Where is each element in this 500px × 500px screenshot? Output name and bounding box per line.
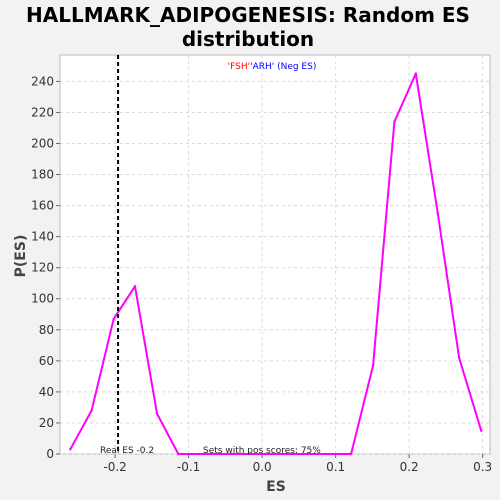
data-point <box>328 452 331 456</box>
x-axis-title: ES <box>266 479 286 495</box>
series-layer <box>69 72 483 456</box>
y-tick-label: 20 <box>39 416 54 430</box>
data-point <box>371 364 375 367</box>
x-tick-label: 0.3 <box>473 460 492 474</box>
x-tick-label: -0.1 <box>177 460 200 474</box>
data-point <box>198 452 201 456</box>
data-point <box>285 452 288 456</box>
y-tick-label: 200 <box>31 136 54 150</box>
real-es-label: Real ES -0.2 <box>100 446 154 456</box>
distribution-line <box>69 72 483 455</box>
data-point <box>479 429 483 432</box>
x-tick-label: 0.0 <box>253 460 272 474</box>
legend-label-part1: 'FSH' <box>228 62 250 72</box>
y-tick-label: 160 <box>31 199 54 213</box>
plot-area <box>59 54 491 455</box>
x-tick-label: 0.2 <box>400 460 419 474</box>
data-point <box>349 452 353 456</box>
data-point <box>177 452 180 456</box>
y-tick-label: 60 <box>39 354 54 368</box>
data-point <box>69 448 72 451</box>
y-tick-label: 240 <box>31 74 54 88</box>
data-point <box>306 452 309 456</box>
data-point <box>414 72 417 75</box>
y-tick-label: 140 <box>31 230 54 244</box>
y-tick-label: 220 <box>31 105 54 119</box>
data-point <box>112 317 115 321</box>
pos-scores-label: Sets with pos scores: 75% <box>203 446 321 456</box>
legend-label: 'FSH''ARH' (Neg ES) <box>228 62 317 72</box>
chart-title-line2: distribution <box>182 27 314 51</box>
data-point <box>457 356 461 359</box>
y-tick-label: 100 <box>31 292 54 306</box>
grid-layer <box>60 55 490 455</box>
y-tick-label: 120 <box>31 261 54 275</box>
tick-layer: 0 20 40 60 80 100 120 140 160 180 200 220 240 -0.2 -0.… <box>31 74 492 474</box>
chart-title-line1: HALLMARK_ADIPOGENESIS: Random ES <box>26 3 470 27</box>
y-tick-label: 80 <box>39 323 54 337</box>
data-point <box>263 452 267 456</box>
x-tick-label: -0.2 <box>103 460 126 474</box>
y-tick-label: 40 <box>39 385 54 399</box>
data-point <box>155 412 159 415</box>
x-tick-label: 0.1 <box>326 460 345 474</box>
data-point <box>241 452 245 456</box>
data-point <box>90 409 93 412</box>
data-point <box>133 285 137 288</box>
y-axis-title: P(ES) <box>13 235 29 278</box>
data-point <box>220 452 223 456</box>
data-point <box>393 120 396 123</box>
y-tick-label: 0 <box>46 447 54 461</box>
y-tick-label: 180 <box>31 168 54 182</box>
data-point <box>436 212 440 215</box>
legend-label-part2: 'ARH' (Neg ES) <box>250 62 316 72</box>
